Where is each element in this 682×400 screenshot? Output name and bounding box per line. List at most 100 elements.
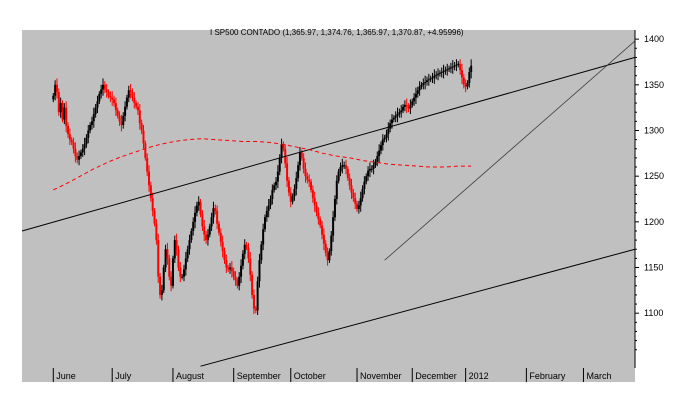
candle-body: [221, 241, 224, 252]
candle-body: [140, 123, 143, 131]
candle-body: [440, 72, 443, 74]
x-tick-label: September: [237, 371, 281, 381]
candle-body: [367, 170, 370, 177]
candle-body: [184, 258, 187, 270]
x-tick-label: July: [115, 371, 132, 381]
series-layer: [52, 59, 473, 316]
candle-body: [216, 210, 219, 224]
candle-body: [105, 89, 108, 93]
candle-body: [182, 269, 185, 277]
candle-body: [52, 95, 55, 100]
candle-body: [236, 280, 239, 286]
candle-body: [391, 119, 394, 124]
candle-body: [326, 252, 329, 261]
candle-body: [223, 251, 226, 261]
candle-body: [146, 157, 149, 172]
candle-body: [403, 104, 406, 107]
candle-body: [70, 139, 73, 143]
candle-body: [240, 265, 243, 277]
candle-body: [460, 70, 463, 78]
candle-body: [67, 125, 70, 135]
candle-body: [394, 115, 397, 118]
candle-body: [81, 148, 84, 153]
candle-body: [168, 258, 171, 277]
candle-body: [435, 74, 438, 76]
candle-body: [370, 168, 373, 170]
candle-body: [135, 103, 138, 107]
candle-body: [118, 115, 121, 122]
candle-body: [175, 240, 178, 250]
candle-body: [262, 229, 265, 245]
candle-body: [378, 150, 381, 157]
candle-body: [449, 67, 452, 69]
candle-body: [317, 212, 320, 220]
candle-body: [328, 251, 331, 261]
lower-channel-line: [200, 248, 636, 367]
candle-body: [302, 157, 305, 169]
support-trendline: [384, 40, 636, 261]
candle-body: [85, 137, 88, 145]
candle-body: [289, 192, 292, 202]
candle-body: [330, 235, 333, 252]
candle-body: [438, 72, 441, 74]
candle-body: [151, 198, 154, 211]
y-tick-label: 1200: [644, 217, 664, 227]
candle-body: [232, 271, 235, 277]
candle-body: [162, 267, 165, 291]
candle-body: [265, 210, 268, 218]
candle-body: [407, 106, 410, 109]
candle-body: [199, 201, 202, 215]
candle-body: [304, 168, 307, 177]
candle-body: [136, 106, 139, 111]
y-tick-label: 1250: [644, 171, 664, 181]
candle-body: [425, 80, 428, 83]
candle-body: [409, 104, 412, 109]
candle-body: [201, 214, 204, 227]
candle-body: [343, 165, 346, 167]
candle-body: [92, 114, 95, 122]
candle-body: [431, 77, 434, 79]
candle-body: [160, 290, 163, 295]
candle-body: [78, 156, 81, 160]
candle-body: [416, 90, 419, 94]
candle-body: [127, 90, 130, 98]
candle-body: [177, 249, 180, 268]
candle-body: [114, 103, 117, 111]
candle-body: [337, 171, 340, 181]
candle-body: [260, 244, 263, 261]
candle-body: [414, 93, 417, 98]
candle-body: [333, 199, 336, 218]
candle-body: [291, 196, 294, 202]
candle-body: [131, 92, 134, 98]
candle-body: [111, 97, 114, 100]
candle-body: [138, 110, 141, 124]
candle-body: [166, 249, 169, 259]
candle-body: [269, 199, 272, 206]
candle-body: [379, 145, 382, 151]
candle-body: [335, 180, 338, 199]
candle-body: [129, 90, 132, 93]
candle-body: [170, 276, 173, 286]
candle-body: [448, 68, 451, 70]
candle-body: [400, 110, 403, 113]
candle-body: [357, 205, 360, 210]
candle-body: [422, 82, 425, 85]
candle-body: [171, 258, 174, 286]
chart-title: I SP500 CONTADO (1,365.97, 1,374.76, 1,3…: [210, 28, 464, 37]
candle-body: [446, 69, 449, 71]
candle-body: [282, 144, 285, 149]
candle-body: [133, 97, 136, 104]
y-tick-label: 1300: [644, 125, 664, 135]
candle-body: [437, 73, 440, 75]
x-tick-label: October: [294, 371, 326, 381]
candle-body: [103, 84, 106, 90]
candle-body: [159, 276, 162, 295]
candle-body: [203, 226, 206, 235]
candle-body: [254, 308, 257, 311]
candle-body: [468, 72, 471, 83]
candle-body: [470, 65, 473, 73]
candle-body: [179, 267, 182, 277]
candle-body: [405, 104, 408, 107]
candle-body: [63, 107, 66, 120]
candle-body: [144, 143, 147, 158]
